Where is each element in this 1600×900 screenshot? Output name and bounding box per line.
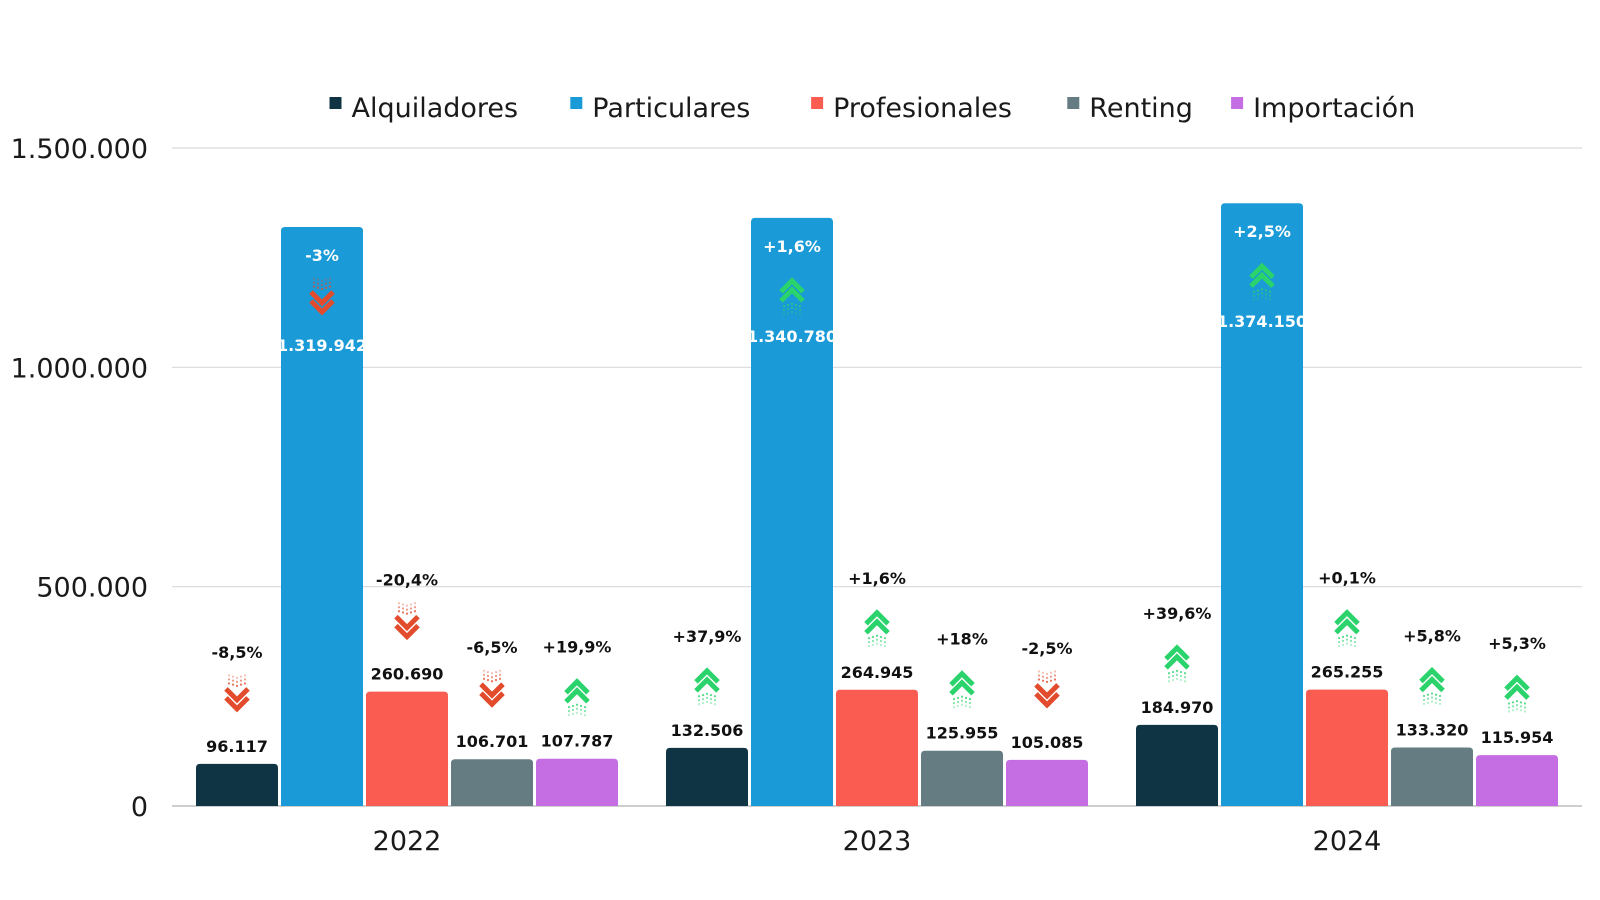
value-label: 96.117 xyxy=(206,737,268,756)
bar-renting-2023 xyxy=(921,750,1003,806)
x-category-label: 2023 xyxy=(843,826,912,857)
change-label: +18% xyxy=(936,630,988,649)
change-label: +37,9% xyxy=(673,627,742,646)
trend-up-icon xyxy=(1504,674,1530,713)
value-label: 115.954 xyxy=(1481,728,1554,747)
y-tick-label: 1.000.000 xyxy=(11,353,148,384)
x-category-label: 2022 xyxy=(373,826,442,857)
data-labels: 96.117 -8,5% -3% 1.319.942 260.690 -20,4% 106.… xyxy=(206,222,1553,756)
value-label: 133.320 xyxy=(1396,721,1469,740)
bar-alquiladores-2024 xyxy=(1136,724,1218,806)
legend-item-alquiladores[interactable]: Alquiladores xyxy=(329,93,519,124)
legend-item-importación[interactable]: Importación xyxy=(1231,93,1415,124)
trend-up-icon xyxy=(564,678,590,717)
value-label: 1.340.780 xyxy=(747,327,837,346)
value-label: 107.787 xyxy=(541,732,614,751)
value-label: 106.701 xyxy=(456,732,529,751)
bar-particulares-2024 xyxy=(1221,203,1303,807)
change-label: -6,5% xyxy=(466,638,517,657)
bar-renting-2022 xyxy=(451,759,533,806)
legend-swatch xyxy=(329,97,342,109)
change-label: +0,1% xyxy=(1318,569,1376,588)
value-label: 132.506 xyxy=(671,721,744,740)
axis: 0 500.000 1.000.000 1.500.000 2022 2023 2024 xyxy=(11,134,1382,857)
change-label: +2,5% xyxy=(1233,222,1291,241)
y-tick-label: 1.500.000 xyxy=(11,134,148,165)
change-label: +1,6% xyxy=(763,237,821,256)
change-label: +1,6% xyxy=(848,569,906,588)
bar-particulares-2022 xyxy=(281,226,363,806)
change-label: -2,5% xyxy=(1021,639,1072,658)
y-tick-label: 500.000 xyxy=(36,573,148,604)
legend-label: Particulares xyxy=(592,93,750,124)
bar-profesionales-2024 xyxy=(1306,689,1388,806)
legend-item-particulares[interactable]: Particulares xyxy=(570,93,750,124)
trend-up-icon xyxy=(949,670,975,709)
change-label: +39,6% xyxy=(1143,604,1212,623)
change-label: -20,4% xyxy=(376,571,438,590)
x-category-label: 2024 xyxy=(1313,826,1382,857)
bar-importación-2022 xyxy=(536,758,618,806)
legend-label: Importación xyxy=(1253,93,1415,124)
trend-down-icon xyxy=(479,669,505,708)
trend-up-icon xyxy=(1419,666,1445,706)
bar-particulares-2023 xyxy=(751,217,833,807)
bars xyxy=(196,203,1558,807)
value-label: 1.374.150 xyxy=(1217,312,1307,331)
legend: Alquiladores Particulares Profesionales Ren… xyxy=(329,93,1415,124)
value-label: 260.690 xyxy=(371,665,444,684)
y-tick-label: 0 xyxy=(131,792,148,823)
trend-up-icon xyxy=(694,667,720,706)
legend-item-profesionales[interactable]: Profesionales xyxy=(811,93,1012,124)
value-label: 264.945 xyxy=(841,663,914,682)
value-label: 265.255 xyxy=(1311,663,1384,682)
value-label: 1.319.942 xyxy=(277,336,367,355)
trend-up-icon xyxy=(1249,262,1275,301)
legend-item-renting[interactable]: Renting xyxy=(1067,93,1193,124)
trend-down-icon xyxy=(394,602,420,641)
legend-label: Alquiladores xyxy=(352,93,519,124)
bar-profesionales-2023 xyxy=(836,689,918,806)
bar-importación-2023 xyxy=(1006,759,1088,806)
value-label: 105.085 xyxy=(1011,733,1084,752)
bar-alquiladores-2023 xyxy=(666,747,748,806)
trend-up-icon xyxy=(1334,609,1360,648)
bar-renting-2024 xyxy=(1391,747,1473,806)
bar-importación-2024 xyxy=(1476,755,1558,806)
change-label: +5,3% xyxy=(1488,634,1546,653)
value-label: 125.955 xyxy=(926,724,999,743)
legend-swatch xyxy=(811,97,824,109)
legend-label: Renting xyxy=(1089,93,1193,124)
change-label: -3% xyxy=(305,246,339,265)
trend-down-icon xyxy=(309,277,335,316)
trend-up-icon xyxy=(1164,644,1190,683)
legend-swatch xyxy=(1231,97,1244,109)
trend-up-icon xyxy=(864,609,890,648)
change-label: -8,5% xyxy=(211,643,262,662)
bar-profesionales-2022 xyxy=(366,691,448,806)
bar-alquiladores-2022 xyxy=(196,763,278,806)
value-label: 184.970 xyxy=(1141,698,1214,717)
trend-down-icon xyxy=(1034,670,1060,709)
change-label: +5,8% xyxy=(1403,627,1461,646)
legend-swatch xyxy=(1067,97,1080,109)
trend-down-icon xyxy=(224,674,250,713)
legend-label: Profesionales xyxy=(833,93,1012,124)
change-label: +19,9% xyxy=(543,638,612,657)
trend-up-icon xyxy=(779,277,805,316)
legend-swatch xyxy=(570,97,583,109)
